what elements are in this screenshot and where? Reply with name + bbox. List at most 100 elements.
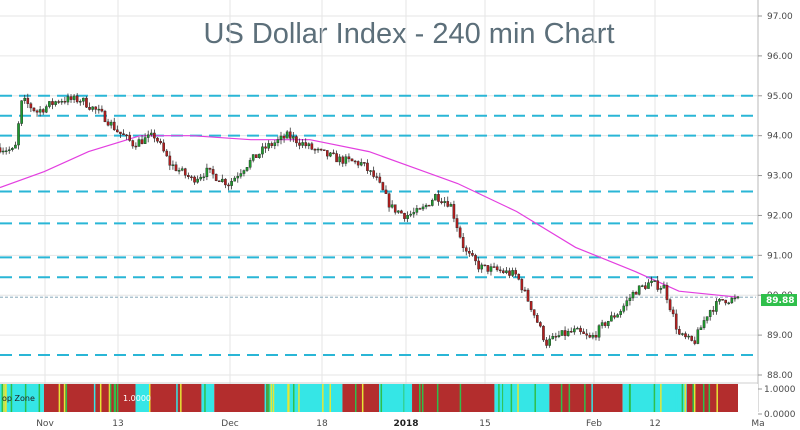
candle-body: [242, 170, 246, 174]
candle-body: [227, 184, 230, 187]
indicator-tick-label: 1.0000: [764, 385, 796, 395]
indicator-tick: [270, 384, 273, 412]
candle-body: [17, 123, 20, 146]
indicator-tick: [693, 384, 696, 412]
candle-body: [359, 162, 363, 166]
indicator-tick: [268, 384, 270, 412]
candle-body: [483, 264, 487, 267]
candle-body: [251, 154, 255, 161]
candle-body: [671, 309, 675, 315]
candle-body: [292, 136, 295, 139]
indicator-tick: [204, 384, 206, 412]
candle-body: [431, 199, 434, 206]
indicator-tick: [498, 384, 500, 412]
candle-body: [137, 139, 141, 147]
y-tick-label: 93.00: [767, 172, 793, 182]
candle-body: [143, 137, 147, 144]
candle-body: [520, 279, 524, 291]
time-axis: Nov 13 Dec 18 2018 15 Feb 12 Ma: [36, 419, 764, 429]
indicator-tick: [10, 384, 13, 412]
candle-body: [573, 328, 576, 333]
candle-body: [63, 101, 67, 103]
candle-body: [344, 156, 348, 164]
candle-body: [264, 146, 267, 149]
candle-body: [159, 141, 162, 144]
candle-body: [199, 176, 203, 180]
candle-body: [72, 95, 76, 100]
candle-body: [681, 333, 684, 335]
candle-body: [582, 331, 585, 334]
candle-body: [622, 305, 626, 312]
x-tick-label: 15: [479, 419, 490, 429]
indicator-tick: [63, 384, 66, 412]
candle-body: [239, 173, 243, 177]
indicator-tick: [692, 384, 694, 412]
indicator-tick: [681, 384, 684, 412]
last-price-box: [761, 294, 797, 307]
candle-body: [356, 161, 360, 166]
candle-body: [23, 97, 27, 101]
candle-body: [526, 289, 530, 302]
indicator-tick: [287, 384, 289, 412]
candle-body: [214, 173, 218, 181]
candle-body: [375, 176, 379, 178]
candle-body: [322, 149, 326, 151]
candle-body: [613, 315, 616, 318]
candle-body: [282, 135, 286, 139]
candle-body: [625, 300, 629, 307]
candle-body: [724, 299, 727, 304]
candle-body: [424, 204, 428, 208]
candle-body: [208, 167, 212, 170]
candle-body: [381, 182, 385, 191]
candle-body: [51, 101, 54, 105]
indicator-segment: [379, 384, 413, 412]
y-tick-label: 95.00: [767, 92, 793, 102]
x-tick-label: 2018: [393, 419, 418, 429]
candle-body: [94, 106, 98, 110]
y-tick-label: 89.00: [767, 331, 793, 341]
y-tick-label: 96.00: [767, 52, 793, 62]
candle-body: [702, 320, 706, 328]
candle-body: [718, 299, 721, 302]
x-tick-label: 13: [112, 419, 123, 429]
candle-body: [236, 175, 240, 179]
indicator-tick: [108, 384, 111, 412]
candle-body: [91, 106, 94, 110]
candle-body: [180, 168, 184, 171]
candle-body: [733, 297, 737, 300]
indicator-tick: [292, 384, 295, 412]
y-tick-label: 88.00: [767, 371, 793, 381]
indicator-tick: [38, 384, 41, 412]
candle-body: [298, 142, 301, 146]
indicator-tick: [114, 384, 116, 412]
y-tick-label: 97.00: [767, 12, 793, 22]
candle-body: [335, 153, 338, 163]
indicator-tick: [298, 384, 300, 412]
candle-body: [0, 147, 2, 153]
indicator-tick: [543, 384, 546, 412]
candle-body: [32, 107, 36, 112]
candle-body: [301, 142, 304, 146]
indicator-tick: [40, 384, 43, 412]
candle-body: [721, 299, 724, 301]
candle-body: [687, 335, 690, 338]
candle-body: [409, 213, 412, 216]
candle-body: [393, 204, 397, 213]
candle-body: [54, 101, 57, 105]
candle-body: [7, 149, 11, 152]
candle-body: [400, 210, 403, 214]
candle-body: [495, 266, 499, 271]
candle-body: [665, 285, 669, 300]
candle-body: [57, 101, 60, 103]
candle-body: [486, 265, 490, 272]
candle-body: [168, 155, 172, 166]
candle-body: [174, 164, 178, 171]
indicator-tick: [708, 384, 711, 412]
y-tick-label: 91.00: [767, 251, 793, 261]
chart-title: US Dollar Index - 240 min Chart: [203, 18, 615, 50]
candle-body: [369, 170, 372, 172]
candle-body: [727, 302, 731, 305]
candle-body: [678, 329, 681, 335]
candle-body: [329, 152, 332, 157]
candle-body: [20, 100, 23, 124]
